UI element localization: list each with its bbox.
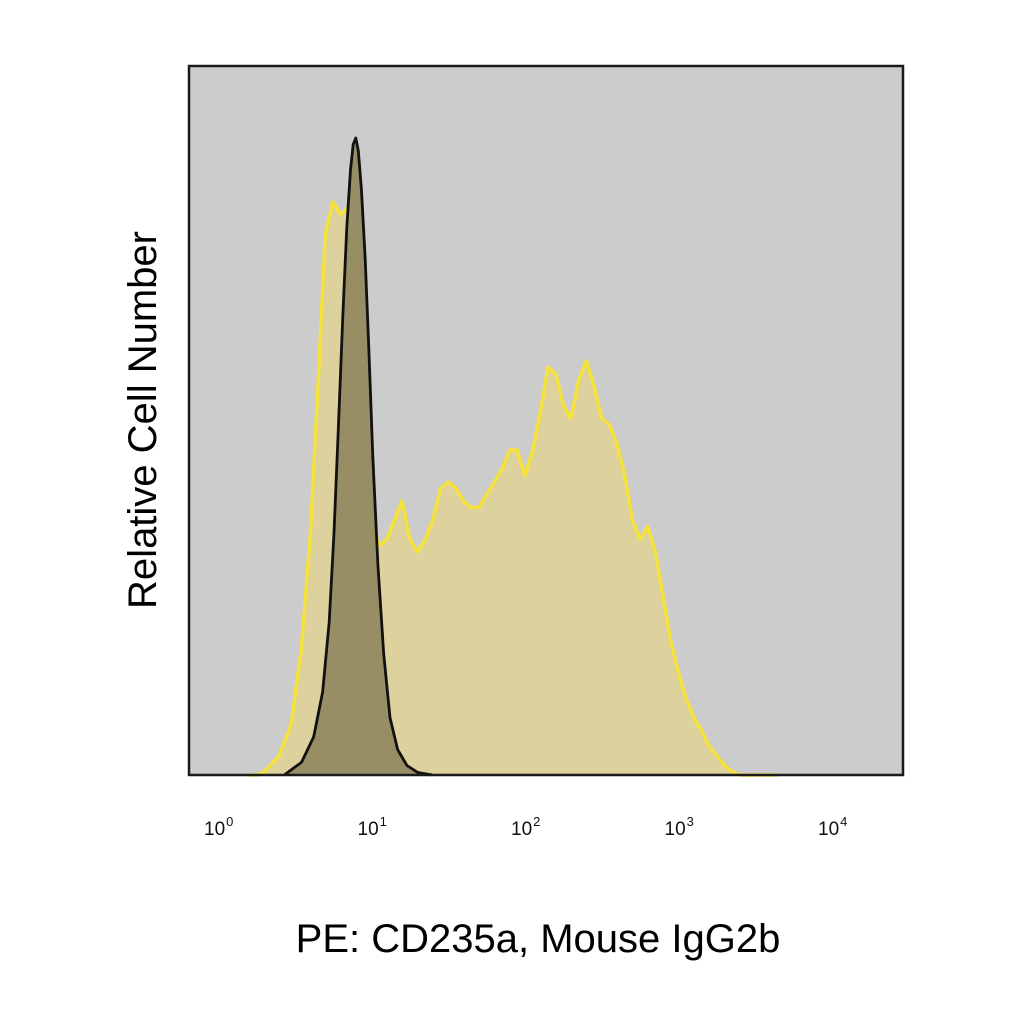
- x-tick-label-3: 103: [665, 814, 694, 840]
- x-tick-label-0: 100: [204, 814, 233, 840]
- series-layer: [249, 136, 779, 777]
- x-axis-label: PE: CD235a, Mouse IgG2b: [296, 917, 781, 961]
- x-tick-label-2: 102: [511, 814, 540, 840]
- x-tick-label-1: 101: [358, 814, 387, 840]
- x-tick-labels: 100 101 102 103 104: [204, 814, 847, 840]
- y-axis-label: Relative Cell Number: [121, 231, 165, 609]
- histogram-area-2: [284, 138, 433, 775]
- histogram-outline-2: [283, 136, 433, 777]
- plot-frame: [187, 64, 905, 777]
- x-tick-label-4: 104: [818, 814, 847, 840]
